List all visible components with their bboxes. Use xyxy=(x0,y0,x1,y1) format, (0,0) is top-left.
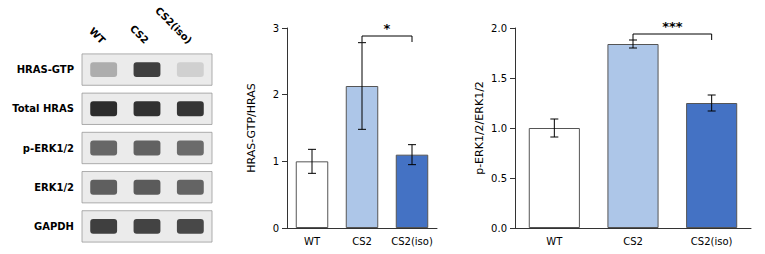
svg-text:WT: WT xyxy=(546,236,563,247)
svg-text:3: 3 xyxy=(273,23,279,34)
svg-text:p-ERK1/2/ERK1/2: p-ERK1/2/ERK1/2 xyxy=(473,81,486,175)
svg-text:p-ERK1/2: p-ERK1/2 xyxy=(23,143,74,154)
svg-text:2: 2 xyxy=(273,89,279,100)
svg-text:CS2: CS2 xyxy=(352,236,372,247)
svg-text:ERK1/2: ERK1/2 xyxy=(34,182,74,193)
svg-text:CS2(iso): CS2(iso) xyxy=(153,5,194,46)
svg-text:CS2: CS2 xyxy=(128,23,151,46)
svg-text:2.0: 2.0 xyxy=(491,23,507,34)
svg-text:HRAS-GTP: HRAS-GTP xyxy=(17,64,74,75)
svg-text:0: 0 xyxy=(273,223,279,234)
svg-text:***: *** xyxy=(662,19,683,34)
svg-text:CS2(iso): CS2(iso) xyxy=(391,236,433,247)
svg-text:WT: WT xyxy=(87,26,108,47)
svg-text:1: 1 xyxy=(273,156,279,167)
svg-text:WT: WT xyxy=(304,236,321,247)
svg-text:GAPDH: GAPDH xyxy=(34,221,74,232)
svg-text:1.5: 1.5 xyxy=(491,73,507,84)
svg-text:HRAS-GTP/HRAS: HRAS-GTP/HRAS xyxy=(245,83,258,173)
svg-text:0.0: 0.0 xyxy=(491,223,507,234)
svg-text:1.0: 1.0 xyxy=(491,123,507,134)
svg-text:0.5: 0.5 xyxy=(491,173,507,184)
svg-text:*: * xyxy=(384,21,391,36)
svg-text:CS2: CS2 xyxy=(623,236,643,247)
svg-text:CS2(iso): CS2(iso) xyxy=(691,236,733,247)
svg-text:Total HRAS: Total HRAS xyxy=(12,103,74,114)
